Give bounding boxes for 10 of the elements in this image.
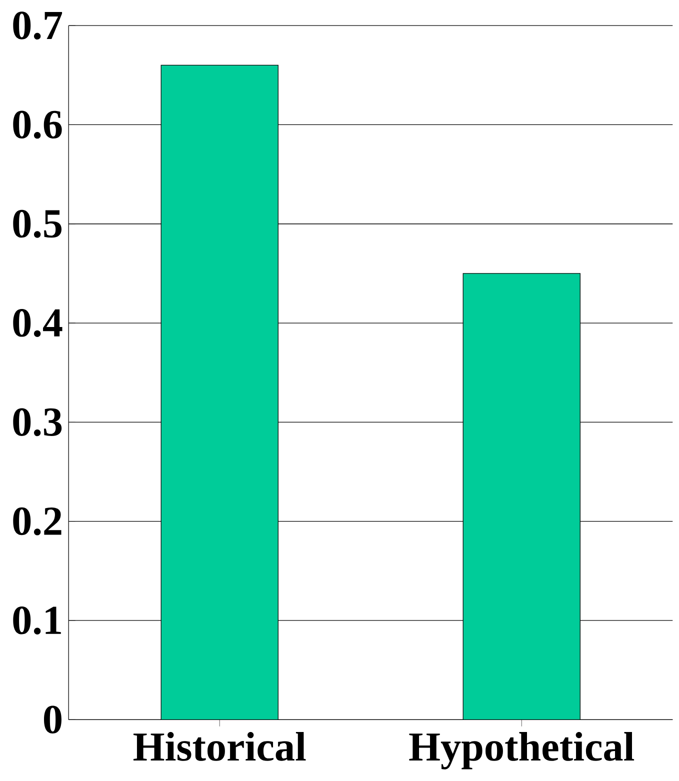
y-tick-label: 0.1 — [13, 606, 61, 634]
y-tick-label: 0.7 — [13, 12, 62, 40]
y-tick-label: 0.2 — [13, 507, 62, 536]
y-tick-label: 0 — [44, 706, 62, 734]
y-tick-label: 0.3 — [13, 408, 62, 436]
y-tick-label: 0.5 — [13, 210, 62, 238]
y-tick-label: 0.4 — [13, 309, 62, 337]
y-tick-label: 0.6 — [13, 110, 62, 139]
x-tick-label: Hypothetical — [409, 732, 634, 770]
x-tick-label: Historical — [133, 732, 306, 761]
